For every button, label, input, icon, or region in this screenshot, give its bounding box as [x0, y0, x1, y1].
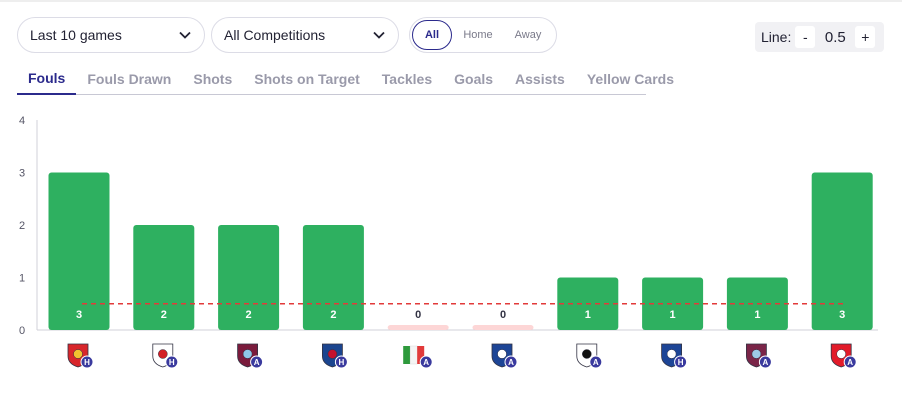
- bar-group[interactable]: 0: [472, 309, 534, 330]
- venue-badge-label: A: [423, 358, 429, 367]
- bar-value-label: 2: [161, 309, 167, 321]
- venue-away-button[interactable]: Away: [514, 29, 542, 41]
- games-range-dropdown[interactable]: Last 10 games: [17, 17, 205, 53]
- fouls-bar-chart: 0 1 2 3 4 3 2 2 2 0 0 1 1 1 3 H H A H A A A H A A: [19, 115, 878, 369]
- bar-value-label: 1: [754, 309, 760, 321]
- venue-badge-label: H: [678, 358, 684, 367]
- stat-tabs: Fouls Fouls Drawn Shots Shots on Target …: [17, 62, 674, 95]
- bar-group[interactable]: 2: [302, 225, 364, 330]
- bar[interactable]: [472, 325, 534, 330]
- line-increment-button[interactable]: +: [855, 26, 876, 48]
- tab-tackles[interactable]: Tackles: [381, 70, 433, 87]
- competition-value: All Competitions: [224, 27, 326, 43]
- venue-badge-label: A: [763, 358, 769, 367]
- chevron-down-icon: [179, 31, 191, 39]
- venue-badge: A: [758, 355, 772, 369]
- tab-assists[interactable]: Assists: [515, 70, 565, 87]
- tab-fouls-drawn[interactable]: Fouls Drawn: [87, 70, 172, 87]
- competition-dropdown[interactable]: All Competitions: [211, 17, 399, 53]
- venue-badge: H: [80, 355, 94, 369]
- bar-group[interactable]: 3: [811, 172, 873, 331]
- bar-group[interactable]: 2: [218, 225, 280, 330]
- tab-fouls[interactable]: Fouls: [17, 62, 77, 95]
- chevron-down-icon: [373, 31, 385, 39]
- crystal-palace-crest-icon: [322, 343, 343, 368]
- venue-badge: H: [334, 355, 348, 369]
- venue-toggle-group: All Home Away: [409, 17, 557, 53]
- y-tick-label: 0: [19, 325, 25, 337]
- bar-value-label: 3: [76, 309, 82, 321]
- venue-badge: H: [165, 355, 179, 369]
- bar-group[interactable]: 0: [387, 309, 449, 330]
- line-label: Line:: [761, 29, 792, 45]
- venue-badge-label: H: [84, 358, 90, 367]
- venue-badge-label: A: [254, 358, 260, 367]
- venue-badge-label: A: [847, 358, 853, 367]
- italy-flag-icon: [403, 345, 425, 365]
- venue-badge: A: [843, 355, 857, 369]
- tab-goals[interactable]: Goals: [454, 70, 494, 87]
- venue-home-button[interactable]: Home: [463, 29, 493, 41]
- tab-shots-on-target[interactable]: Shots on Target: [254, 70, 360, 87]
- bar-value-label: 2: [246, 309, 252, 321]
- bar-value-label: 0: [500, 309, 506, 321]
- venue-badge: H: [674, 355, 688, 369]
- y-tick-label: 1: [19, 273, 25, 285]
- bar[interactable]: [811, 172, 873, 331]
- bar-group[interactable]: 3: [48, 172, 110, 331]
- line-stepper: Line: - 0.5 +: [755, 22, 884, 52]
- venue-badge: A: [504, 355, 518, 369]
- bar[interactable]: [387, 325, 449, 330]
- bar-group[interactable]: 2: [133, 225, 195, 330]
- venue-badge-label: A: [593, 358, 599, 367]
- venue-badge: A: [250, 355, 264, 369]
- venue-badge-label: H: [169, 358, 175, 367]
- y-tick-label: 3: [19, 168, 25, 180]
- bar-value-label: 0: [415, 309, 421, 321]
- bar-value-label: 2: [330, 309, 336, 321]
- venue-badge: A: [419, 355, 433, 369]
- y-tick-label: 2: [19, 220, 25, 232]
- y-tick-label: 4: [19, 115, 25, 127]
- top-divider: [0, 0, 902, 2]
- bar[interactable]: [48, 172, 110, 331]
- venue-badge-label: A: [508, 358, 514, 367]
- line-value: 0.5: [824, 28, 846, 46]
- venue-badge-label: H: [339, 358, 345, 367]
- bar[interactable]: [642, 277, 704, 331]
- line-decrement-button[interactable]: -: [795, 26, 816, 48]
- bar-group[interactable]: 1: [642, 277, 704, 331]
- bar-value-label: 3: [839, 309, 845, 321]
- venue-all-button[interactable]: All: [412, 20, 452, 50]
- bar-value-label: 1: [585, 309, 591, 321]
- tab-yellow-cards[interactable]: Yellow Cards: [586, 70, 674, 87]
- bar-value-label: 1: [670, 309, 676, 321]
- venue-badge: A: [589, 355, 603, 369]
- tab-shots[interactable]: Shots: [193, 70, 233, 87]
- games-range-value: Last 10 games: [30, 27, 122, 43]
